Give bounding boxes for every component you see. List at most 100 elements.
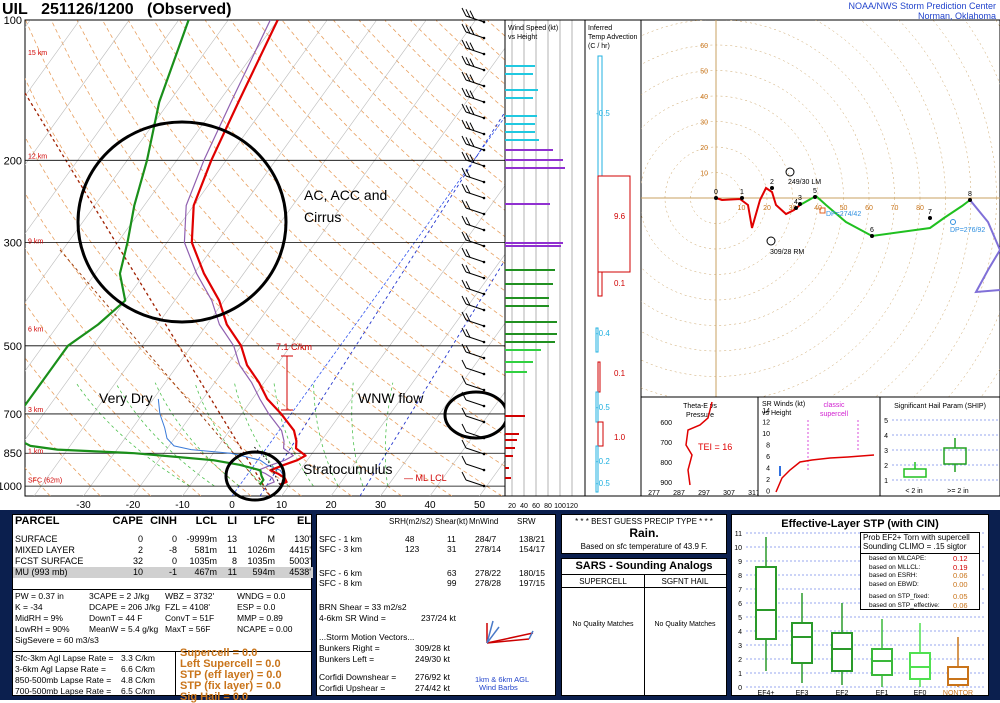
hodograph-point-label: 1 xyxy=(740,189,744,196)
parcel-cell: 11 xyxy=(219,545,237,556)
kinematic-cell: 123 xyxy=(405,544,419,555)
wind-barb-dot xyxy=(483,37,486,40)
storm-motion-label: Bunkers Right = xyxy=(319,643,380,654)
parcel-cell: MU (993 mb) xyxy=(15,567,105,578)
theta-e-x-tick: 307 xyxy=(723,490,735,497)
parcel-cell: 13 xyxy=(219,534,237,545)
temperature-tick-label: -30 xyxy=(76,500,91,510)
wind-speed-title-2: vs Height xyxy=(508,34,537,41)
parcel-cell: 581m xyxy=(181,545,217,556)
index-value: NCAPE = 0.00 xyxy=(237,624,293,635)
temp-advection-title-3: (C / hr) xyxy=(588,43,610,50)
stp-y-tick: 11 xyxy=(735,531,742,538)
parcel-cell: 0 xyxy=(143,534,177,545)
stp-y-tick: 7 xyxy=(738,587,742,594)
parcel-cell: M xyxy=(237,534,275,545)
hodograph-point-label: 3 xyxy=(798,195,802,202)
theta-e-y-tick: 700 xyxy=(660,440,672,447)
index-value: SigSevere = 60 m3/s3 xyxy=(15,635,99,646)
hodograph-point-label: 4 xyxy=(794,199,798,206)
hodograph-point xyxy=(798,202,802,206)
header-title: UIL 251126/1200 (Observed) xyxy=(2,0,231,20)
kinematic-cell: 31 xyxy=(447,544,456,555)
pressure-tick-label: 1000 xyxy=(0,481,22,493)
temperature-tick-label: 40 xyxy=(424,500,436,510)
parcel-cell: -9999m xyxy=(181,534,217,545)
hodograph-point-label: 8 xyxy=(968,191,972,198)
wind-barb-dot xyxy=(483,405,486,408)
hodograph-ring-label: 70 xyxy=(891,205,899,212)
wind-speed-title: Wind Speed (kt) xyxy=(508,25,558,32)
stp-category: NONTOR xyxy=(943,690,973,695)
skewt-frame xyxy=(25,20,505,496)
sr-winds-y-tick: 12 xyxy=(762,420,770,427)
ship-panel xyxy=(880,397,1000,496)
ship-category: >= 2 in xyxy=(947,488,969,495)
index-value: MMP = 0.89 xyxy=(237,613,283,624)
hodograph-point xyxy=(813,195,817,199)
lapse-rate-label: 850-500mb Lapse Rate = xyxy=(15,675,111,686)
advection-value: 9.6 xyxy=(614,212,626,221)
wind-barb-dot xyxy=(483,53,486,56)
index-value: MaxT = 56F xyxy=(165,624,210,635)
stp-y-tick: 6 xyxy=(738,601,742,608)
wind-barb-dot xyxy=(483,197,486,200)
index-value: DownT = 44 F xyxy=(89,613,142,624)
kinematic-cell: 278/28 xyxy=(475,578,501,589)
kinematic-cell: 99 xyxy=(447,578,456,589)
stp-prob-label: based on ESRH: xyxy=(869,572,917,580)
stp-y-tick: 2 xyxy=(738,657,742,664)
storm-motion-value: 309/28 kt xyxy=(415,643,450,654)
ship-y-tick: 2 xyxy=(884,463,888,470)
wind-barb-dot xyxy=(483,85,486,88)
pressure-tick-label: 850 xyxy=(4,448,22,460)
storm-motion-label: Corfidi Upshear = xyxy=(319,683,385,694)
height-label: 9 km xyxy=(28,239,43,246)
height-label: SFC (62m) xyxy=(28,478,62,485)
sr-classic-label: classic xyxy=(823,402,845,409)
stp-box xyxy=(792,623,812,663)
sr-winds-y-tick: 8 xyxy=(766,443,770,450)
advection-value: 1.0 xyxy=(614,433,626,442)
stp-category: EF3 xyxy=(796,690,809,695)
wind-barb-dot xyxy=(483,261,486,264)
advection-value: 0.1 xyxy=(614,279,626,288)
hodograph-point-label: 6 xyxy=(870,227,874,234)
wind-barb-dot xyxy=(483,181,486,184)
hodograph-ring-label-y: 40 xyxy=(700,94,708,101)
wind-barb-dot xyxy=(483,485,486,488)
index-value: WNDG = 0.0 xyxy=(237,591,285,602)
stp-prob-value: 0.06 xyxy=(953,572,968,580)
temperature-tick-label: 20 xyxy=(325,500,337,510)
advection-value: -0.2 xyxy=(596,457,610,466)
stp-y-tick: 5 xyxy=(738,615,742,622)
hodograph-ring-label-y: 50 xyxy=(700,69,708,76)
wind-barb-dot xyxy=(483,341,486,344)
stp-y-tick: 3 xyxy=(738,643,742,650)
kinematic-header: SRW xyxy=(517,516,536,527)
temperature-tick-label: 30 xyxy=(375,500,387,510)
kinematic-cell: 154/17 xyxy=(519,544,545,555)
parcel-cell: 1026m xyxy=(237,545,275,556)
stp-prob-value: 0.12 xyxy=(953,555,968,563)
sars-hail-result: No Quality Matches xyxy=(644,619,726,630)
ship-y-tick: 4 xyxy=(884,433,888,440)
theta-e-x-tick: 297 xyxy=(698,490,710,497)
sars-supercell-result: No Quality Matches xyxy=(562,619,644,630)
wind-barb-dot xyxy=(483,213,486,216)
parcel-cell: 11 xyxy=(219,567,237,578)
stp-prob-value: 0.06 xyxy=(953,602,968,610)
temperature-tick-label: 10 xyxy=(276,500,288,510)
parcel-cell: -1 xyxy=(143,567,177,578)
stp-category: EF4+ xyxy=(758,690,775,695)
sr-wind-value: 237/24 kt xyxy=(421,613,456,624)
theta-e-y-tick: 800 xyxy=(660,460,672,467)
sounding-datetime: 251126/1200 xyxy=(41,1,134,18)
lapse-rate-label: 7.1 C/km xyxy=(276,342,312,352)
stp-prob-label: based on STP_fixed: xyxy=(869,593,929,601)
stp-y-tick: 0 xyxy=(738,685,742,692)
parcel-cell: 1035m xyxy=(181,556,217,567)
kinematic-header: MnWind xyxy=(469,516,498,527)
